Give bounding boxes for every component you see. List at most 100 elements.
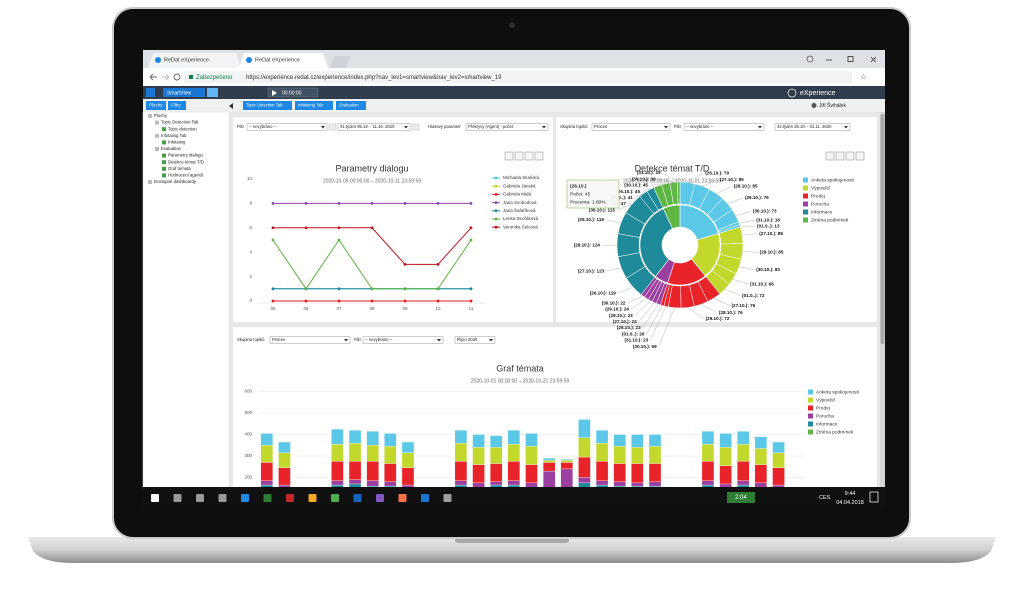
side-tab[interactable] — [146, 101, 166, 110]
bar-segment[interactable] — [737, 444, 750, 462]
legend-label[interactable]: Prodej — [811, 193, 825, 199]
inner-segment[interactable] — [662, 204, 681, 230]
select[interactable] — [591, 123, 671, 131]
bar-segment[interactable] — [525, 433, 538, 447]
bar-segment[interactable] — [472, 434, 485, 448]
bar-segment[interactable] — [560, 460, 573, 463]
bar-segment[interactable] — [507, 444, 521, 462]
profile-icon[interactable] — [806, 55, 814, 63]
export-button[interactable] — [534, 151, 544, 161]
side-tab[interactable] — [168, 101, 186, 110]
bar-segment[interactable] — [348, 430, 362, 444]
dashboard-tab[interactable] — [295, 101, 333, 110]
forward[interactable] — [162, 73, 170, 81]
bar-segment[interactable] — [719, 465, 732, 485]
dashboard-tab[interactable] — [336, 101, 366, 110]
tree-item[interactable]: Dostupné dashboardy — [154, 179, 197, 184]
collapse-arrow[interactable] — [229, 103, 233, 109]
bar-segment[interactable] — [260, 462, 273, 481]
taskbar-app[interactable] — [263, 494, 272, 502]
tree-item[interactable]: Topic detection — [168, 126, 197, 131]
bar-segment[interactable] — [384, 433, 397, 447]
legend-label[interactable]: Změna podmínek — [811, 217, 849, 223]
select[interactable] — [362, 336, 444, 344]
bar-segment[interactable] — [454, 442, 468, 462]
export-button[interactable] — [845, 151, 855, 161]
bar-segment[interactable] — [454, 430, 468, 444]
point[interactable] — [436, 299, 440, 303]
export-button[interactable] — [855, 151, 865, 161]
export-button[interactable] — [504, 151, 514, 161]
export-button[interactable] — [514, 151, 524, 161]
legend-label[interactable]: Jana Svobodová — [503, 200, 537, 205]
bar-segment[interactable] — [578, 437, 591, 458]
bar-segment[interactable] — [631, 434, 644, 448]
select[interactable] — [683, 123, 765, 131]
point[interactable] — [403, 202, 407, 205]
nav-button[interactable] — [411, 123, 420, 131]
bar-segment[interactable] — [331, 461, 344, 481]
bar-segment[interactable] — [754, 448, 768, 465]
bar-segment[interactable] — [648, 434, 662, 447]
point[interactable] — [436, 263, 440, 266]
bar-segment[interactable] — [578, 419, 591, 438]
bar-segment[interactable] — [631, 463, 644, 484]
legend-label[interactable]: Prodej — [816, 405, 830, 411]
legend-label[interactable]: Informace — [816, 421, 838, 427]
bar-segment[interactable] — [772, 467, 785, 486]
bar-segment[interactable] — [737, 480, 750, 486]
bar-segment[interactable] — [595, 480, 609, 486]
bar-segment[interactable] — [542, 457, 556, 461]
back[interactable] — [149, 73, 157, 81]
bar-segment[interactable] — [525, 446, 538, 465]
bar-segment[interactable] — [701, 480, 715, 486]
bar-segment[interactable] — [490, 481, 503, 486]
legend-label[interactable]: Porucha — [811, 201, 829, 207]
taskbar-app[interactable] — [443, 494, 452, 502]
bar-segment[interactable] — [331, 480, 344, 486]
scroll-thumb[interactable] — [880, 114, 885, 344]
module-button[interactable] — [163, 88, 205, 97]
bar-segment[interactable] — [278, 441, 291, 453]
bar-segment[interactable] — [737, 431, 750, 445]
taskbar-app[interactable] — [151, 494, 159, 502]
point[interactable] — [304, 202, 308, 205]
info-icon[interactable] — [787, 88, 797, 98]
nav-button[interactable] — [328, 123, 337, 131]
point[interactable] — [370, 202, 374, 205]
select[interactable] — [774, 123, 851, 131]
bar-segment[interactable] — [613, 434, 626, 447]
bar-segment[interactable] — [348, 479, 362, 485]
legend-label[interactable]: Gabriela Malá — [503, 192, 532, 197]
bar-segment[interactable] — [278, 452, 291, 468]
point[interactable] — [304, 299, 308, 303]
taskbar-app[interactable] — [353, 494, 362, 502]
legend-label[interactable]: Porucha — [816, 413, 834, 419]
bar-segment[interactable] — [348, 442, 362, 462]
point[interactable] — [469, 238, 473, 242]
point[interactable] — [337, 202, 341, 205]
taskbar-app[interactable] — [173, 494, 182, 502]
point[interactable] — [271, 202, 275, 205]
legend-label[interactable]: Michaela Skalická — [503, 175, 540, 180]
point[interactable] — [436, 202, 440, 205]
bar-segment[interactable] — [648, 463, 662, 482]
point[interactable] — [337, 299, 341, 303]
bar-segment[interactable] — [331, 428, 344, 445]
taskbar-app[interactable] — [331, 494, 339, 502]
legend-label[interactable]: Výpověď — [811, 185, 830, 191]
bar-segment[interactable] — [595, 430, 609, 444]
bar-segment[interactable] — [490, 463, 503, 482]
bookmark-star[interactable]: ☆ — [860, 73, 867, 82]
point[interactable] — [304, 226, 308, 230]
point[interactable] — [304, 287, 308, 291]
bar-segment[interactable] — [754, 464, 768, 484]
legend-label[interactable]: Změna podmínek — [816, 429, 854, 435]
bar-segment[interactable] — [260, 445, 273, 463]
bar-segment[interactable] — [631, 447, 644, 464]
bar-segment[interactable] — [454, 480, 468, 486]
dashboard-tab[interactable] — [243, 101, 292, 110]
bar-segment[interactable] — [507, 461, 521, 481]
notifications[interactable] — [869, 491, 879, 503]
bar-segment[interactable] — [648, 481, 662, 487]
